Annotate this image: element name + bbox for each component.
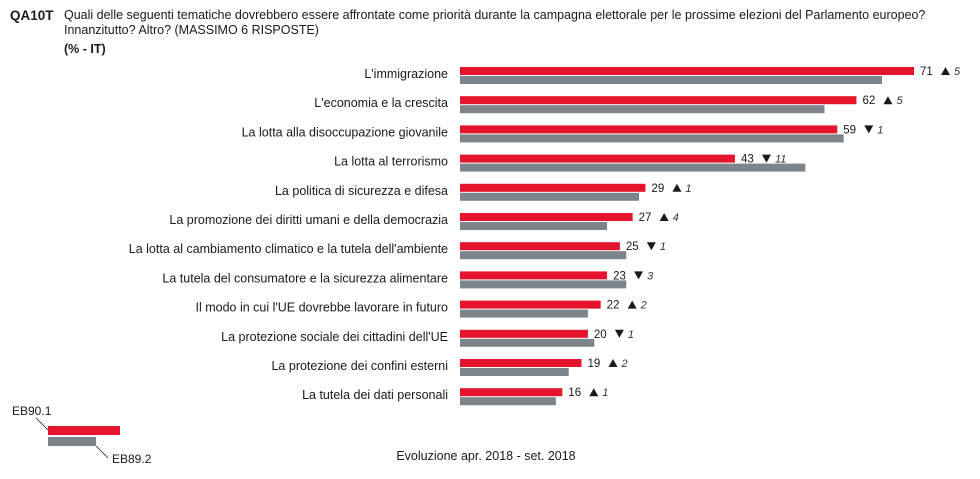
bar-previous (460, 222, 608, 230)
bar-previous (460, 251, 627, 260)
value-label: 20 (594, 329, 607, 341)
bar-previous (460, 280, 627, 289)
change-label: 5 (896, 95, 903, 107)
value-label: 27 (639, 212, 652, 224)
bar-previous (460, 338, 595, 347)
bar-previous (460, 76, 883, 84)
bar-current (460, 359, 582, 367)
bar-current (460, 271, 608, 280)
up-arrow-icon (941, 67, 950, 75)
value-label: 59 (843, 124, 856, 136)
value-label: 25 (626, 241, 639, 253)
change-label: 4 (673, 212, 679, 224)
category-label: La protezione dei confini esterni (271, 359, 448, 373)
change-label: 3 (647, 270, 654, 282)
question-text: Quali delle seguenti tematiche dovrebber… (64, 8, 926, 37)
change-label: 2 (640, 300, 647, 312)
value-label: 29 (651, 183, 664, 195)
bar-current (460, 329, 588, 338)
category-label: La protezione sociale dei cittadini dell… (221, 330, 448, 344)
unit-label: (% - IT) (64, 42, 106, 56)
bar-current (460, 125, 838, 134)
bar-previous (460, 192, 640, 201)
question-code: QA10T (10, 8, 54, 23)
change-label: 1 (877, 124, 883, 136)
legend-swatch-current (48, 426, 120, 435)
bar-current (460, 183, 646, 192)
down-arrow-icon (646, 242, 656, 251)
bar-current (460, 388, 563, 397)
up-arrow-icon (883, 96, 893, 105)
bar-previous (460, 105, 825, 114)
category-label: La tutela del consumatore e la sicurezza… (162, 271, 448, 285)
bar-current (460, 96, 857, 105)
category-label: La tutela dei dati personali (302, 388, 448, 402)
change-label: 1 (660, 241, 666, 253)
category-label: L'immigrazione (364, 67, 448, 81)
bar-current (460, 154, 735, 163)
bar-previous (460, 309, 588, 318)
change-label: 1 (628, 329, 634, 341)
change-label: 5 (954, 66, 961, 78)
bar-current (460, 67, 914, 75)
change-label: 2 (620, 358, 627, 370)
bar-previous (460, 397, 556, 406)
bar-previous (460, 368, 569, 376)
legend-label-previous: EB89.2 (112, 452, 152, 466)
down-arrow-icon (864, 125, 874, 134)
bar-previous (460, 163, 806, 172)
category-label: L'economia e la crescita (314, 96, 448, 110)
bar-previous (460, 134, 844, 143)
up-arrow-icon (608, 359, 618, 367)
value-label: 19 (587, 358, 600, 370)
change-label: 1 (685, 183, 691, 195)
down-arrow-icon (761, 154, 771, 163)
up-arrow-icon (589, 388, 599, 397)
category-label: La politica di sicurezza e difesa (275, 184, 448, 198)
value-label: 16 (568, 387, 581, 399)
legend-swatch-previous (48, 437, 96, 446)
change-label: 1 (602, 387, 608, 399)
value-label: 22 (607, 300, 620, 312)
down-arrow-icon (634, 271, 644, 280)
footnote: Evoluzione apr. 2018 - set. 2018 (396, 449, 575, 463)
value-label: 62 (862, 95, 875, 107)
category-label: La promozione dei diritti umani e della … (169, 213, 448, 227)
down-arrow-icon (614, 329, 624, 338)
legend-leader-current (35, 417, 49, 431)
category-label: La lotta alla disoccupazione giovanile (242, 125, 448, 139)
value-label: 23 (613, 270, 626, 282)
legend-leader-previous (95, 445, 109, 459)
up-arrow-icon (659, 213, 669, 221)
up-arrow-icon (627, 300, 637, 309)
change-label: 11 (775, 154, 786, 166)
bar-current (460, 213, 633, 221)
category-label: La lotta al terrorismo (334, 155, 448, 169)
up-arrow-icon (672, 183, 682, 192)
category-label: La lotta al cambiamento climatico e la t… (129, 242, 448, 256)
bar-current (460, 300, 601, 309)
legend-label-current: EB90.1 (12, 404, 52, 418)
value-label: 71 (920, 66, 933, 78)
value-label: 43 (741, 154, 754, 166)
bar-current (460, 242, 620, 251)
category-label: Il modo in cui l'UE dovrebbe lavorare in… (195, 301, 448, 315)
